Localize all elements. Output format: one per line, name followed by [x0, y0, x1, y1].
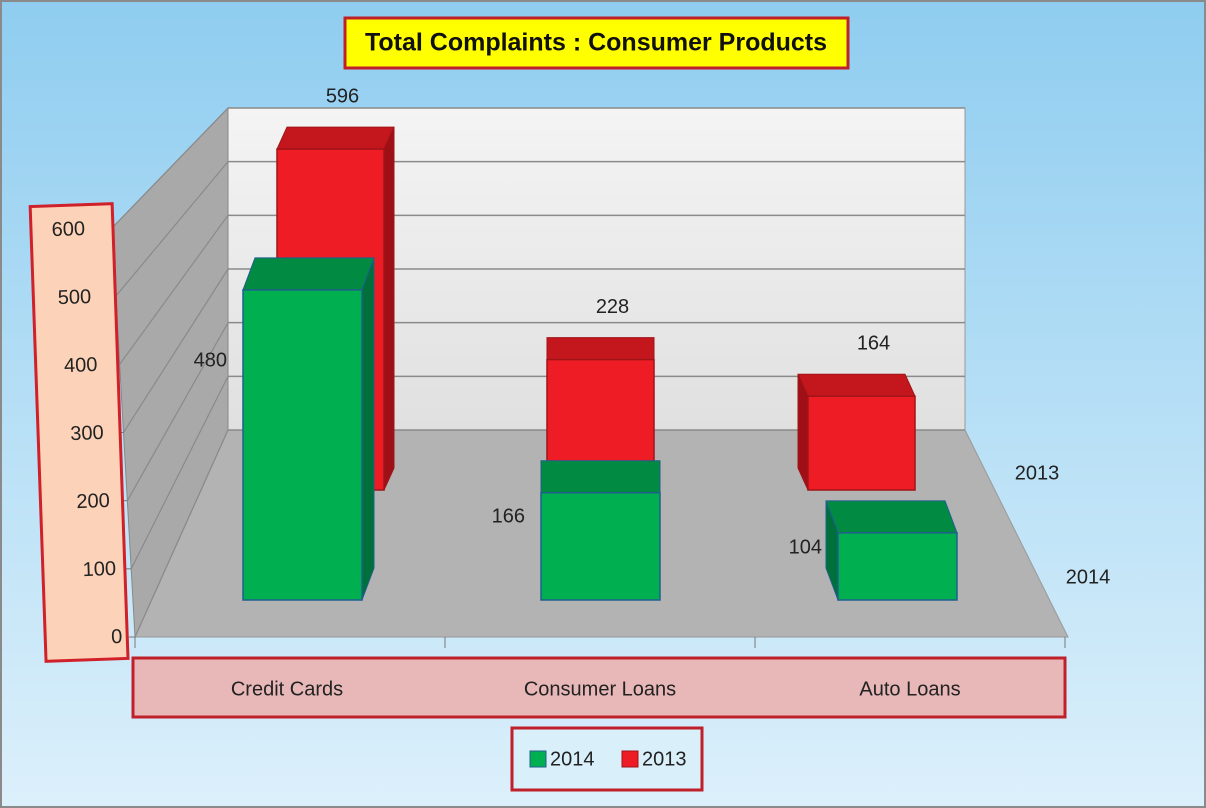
- x-tick-label: Credit Cards: [231, 678, 343, 700]
- data-label: 480: [194, 350, 227, 372]
- y-tick-label: 0: [111, 626, 123, 648]
- grid-line: [119, 214, 229, 365]
- y-tick-label: 500: [57, 286, 91, 309]
- marks: [242, 126, 958, 601]
- grid-line: [130, 376, 229, 570]
- bar-top: [242, 257, 375, 291]
- y-tick-label: 300: [70, 422, 104, 445]
- data-label: 228: [596, 296, 629, 318]
- category-box: [131, 656, 1067, 719]
- chart-title: Total Complaints : Consumer Products: [365, 29, 827, 57]
- grid-line: [134, 429, 229, 638]
- legend-label: 2014: [550, 748, 595, 770]
- x-tick-label: Auto Loans: [859, 678, 960, 700]
- bar-top: [276, 126, 395, 150]
- bar-side: [383, 126, 395, 491]
- bar-top: [540, 460, 661, 494]
- y-axis-box: [28, 202, 130, 663]
- legend-swatch: [529, 750, 547, 768]
- depth-label: 2013: [1015, 462, 1060, 484]
- grid-line: [111, 107, 229, 229]
- grid-line: [122, 268, 229, 433]
- y-tick-label: 100: [82, 558, 116, 581]
- data-label: 104: [789, 537, 822, 559]
- x-tick-label: Consumer Loans: [524, 678, 676, 700]
- y-tick-label: 600: [51, 218, 85, 241]
- bar: [807, 395, 916, 491]
- bar-top: [546, 337, 655, 361]
- y-tick-label: 400: [64, 354, 98, 377]
- bar-top: [797, 373, 916, 397]
- bar: [242, 289, 363, 601]
- grid-line: [115, 161, 229, 297]
- legend-swatch: [621, 750, 639, 768]
- bar: [837, 532, 958, 601]
- data-label: 166: [492, 506, 525, 528]
- bar-top: [825, 500, 958, 534]
- legend-label: 2013: [642, 748, 687, 770]
- data-label: 164: [857, 332, 890, 354]
- data-label: 596: [326, 85, 359, 107]
- title-box: [343, 16, 850, 70]
- y-tick-label: 200: [76, 490, 110, 513]
- bar-side: [361, 257, 375, 601]
- depth-label: 2014: [1066, 566, 1111, 588]
- bar: [540, 492, 661, 601]
- grid-line: [126, 322, 229, 501]
